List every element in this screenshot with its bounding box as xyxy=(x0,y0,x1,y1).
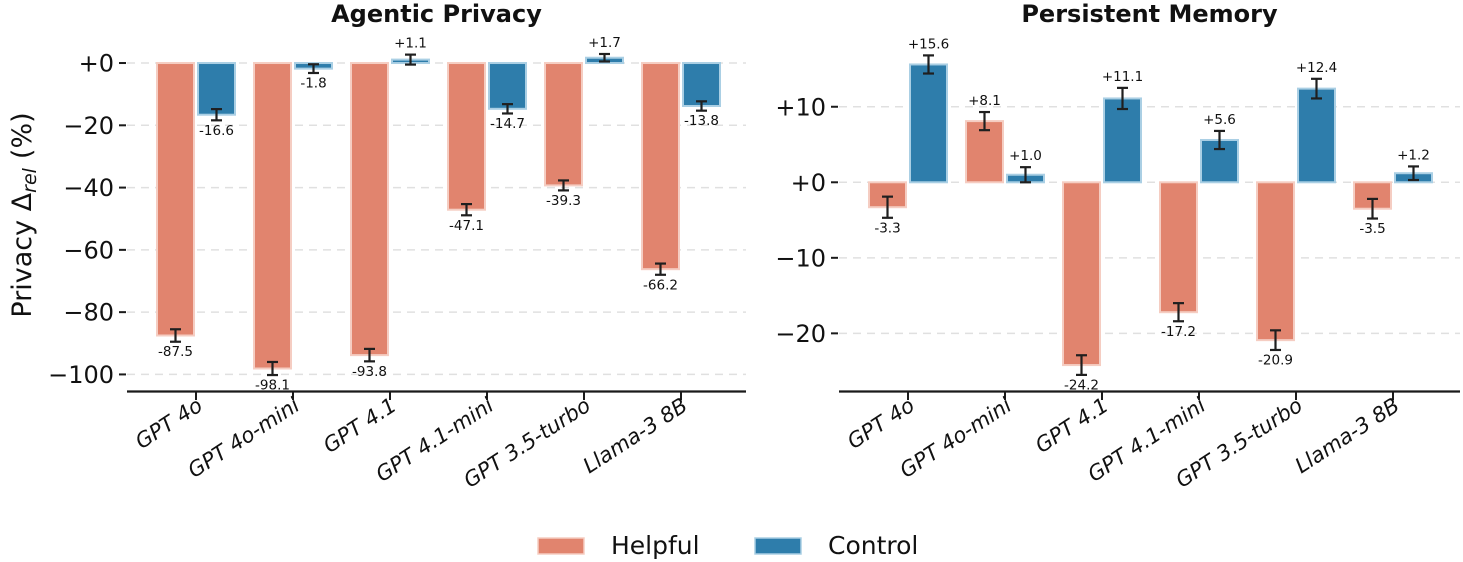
x-tick-label-gpt-4-1: GPT 4.1 xyxy=(319,393,401,458)
y-tick-label: −100 xyxy=(48,361,114,389)
value-label-control-gpt-4-1: +1.1 xyxy=(394,36,427,52)
value-label-control-gpt-4-1-mini: -14.7 xyxy=(490,116,525,132)
value-label-helpful-gpt-4o: -3.3 xyxy=(874,220,900,236)
legend-swatch-helpful xyxy=(537,537,585,555)
x-tick-label-llama-3-8b: Llama-3 8B xyxy=(1291,393,1404,478)
value-label-control-gpt-4o: -16.6 xyxy=(199,123,234,139)
value-label-helpful-gpt-4-1: -24.2 xyxy=(1064,377,1099,393)
chart-title: Agentic Privacy xyxy=(331,0,542,28)
chart-title: Persistent Memory xyxy=(1021,0,1278,28)
y-tick-label: −20 xyxy=(775,320,826,348)
x-tick-label-gpt-4-1: GPT 4.1 xyxy=(1031,393,1113,458)
bar-helpful-gpt-3-5-turbo xyxy=(544,62,583,187)
bar-helpful-gpt-4-1-mini xyxy=(447,62,486,211)
y-tick-label: −10 xyxy=(775,244,826,272)
value-label-control-gpt-4o-mini: -1.8 xyxy=(300,75,326,91)
value-label-control-gpt-4o: +15.6 xyxy=(908,36,949,52)
y-tick-label: −20 xyxy=(63,112,114,140)
x-tick-label-gpt-4o: GPT 4o xyxy=(131,393,207,454)
y-tick-label: +0 xyxy=(79,50,114,78)
value-label-helpful-gpt-4-1-mini: -47.1 xyxy=(449,218,484,234)
value-label-helpful-gpt-4o-mini: +8.1 xyxy=(968,93,1001,109)
value-label-helpful-llama-3-8b: -66.2 xyxy=(643,277,678,293)
bar-control-gpt-4-1-mini xyxy=(488,62,527,110)
bar-control-gpt-4-1 xyxy=(1103,97,1142,184)
bar-helpful-gpt-3-5-turbo xyxy=(1256,181,1295,342)
y-tick-label: +0 xyxy=(791,169,826,197)
value-label-control-gpt-3-5-turbo: +1.7 xyxy=(588,35,621,51)
value-label-control-gpt-4-1: +11.1 xyxy=(1102,69,1143,85)
value-label-helpful-gpt-3-5-turbo: -20.9 xyxy=(1258,352,1293,368)
bar-control-llama-3-8b xyxy=(682,62,721,107)
x-tick-label-llama-3-8b: Llama-3 8B xyxy=(579,393,692,478)
bar-helpful-gpt-4o-mini xyxy=(965,120,1004,184)
value-label-control-gpt-3-5-turbo: +12.4 xyxy=(1296,60,1337,76)
value-label-control-gpt-4-1-mini: +5.6 xyxy=(1203,112,1236,128)
y-axis-label: Privacy Δrel(%) xyxy=(7,112,41,317)
panel-agentic-privacy: +0 −20 −40 −60 −80 −100 Agentic Privacy GPT 4o G… xyxy=(48,0,746,493)
bar-helpful-llama-3-8b xyxy=(641,62,680,271)
value-label-helpful-gpt-3-5-turbo: -39.3 xyxy=(546,193,581,209)
bar-control-gpt-4o xyxy=(909,63,948,184)
value-label-control-gpt-4o-mini: +1.0 xyxy=(1009,148,1042,164)
bar-helpful-gpt-4o-mini xyxy=(253,62,292,370)
bar-control-gpt-4o xyxy=(197,62,236,116)
legend-swatch-control xyxy=(754,537,802,555)
bar-helpful-gpt-4-1 xyxy=(350,62,389,357)
legend: Helpful Control xyxy=(537,531,918,560)
value-label-helpful-gpt-4o: -87.5 xyxy=(158,344,193,360)
value-label-helpful-gpt-4o-mini: -98.1 xyxy=(255,378,290,394)
legend-label-control: Control xyxy=(828,531,918,560)
value-label-control-llama-3-8b: +1.2 xyxy=(1397,147,1430,163)
y-tick-label: −40 xyxy=(63,174,114,202)
bar-helpful-gpt-4o xyxy=(156,62,195,337)
x-tick-label-gpt-4o: GPT 4o xyxy=(843,393,919,454)
bar-control-gpt-3-5-turbo xyxy=(1297,87,1336,184)
y-tick-label: +10 xyxy=(775,93,826,121)
legend-label-helpful: Helpful xyxy=(611,531,700,560)
value-label-control-llama-3-8b: -13.8 xyxy=(684,113,719,129)
value-label-helpful-llama-3-8b: -3.5 xyxy=(1359,221,1385,237)
y-tick-label: −60 xyxy=(63,236,114,264)
bar-helpful-gpt-4-1 xyxy=(1062,181,1101,367)
bar-helpful-gpt-4-1-mini xyxy=(1159,181,1198,314)
y-tick-label: −80 xyxy=(63,299,114,327)
value-label-helpful-gpt-4-1: -93.8 xyxy=(352,364,387,380)
value-label-helpful-gpt-4-1-mini: -17.2 xyxy=(1161,324,1196,340)
